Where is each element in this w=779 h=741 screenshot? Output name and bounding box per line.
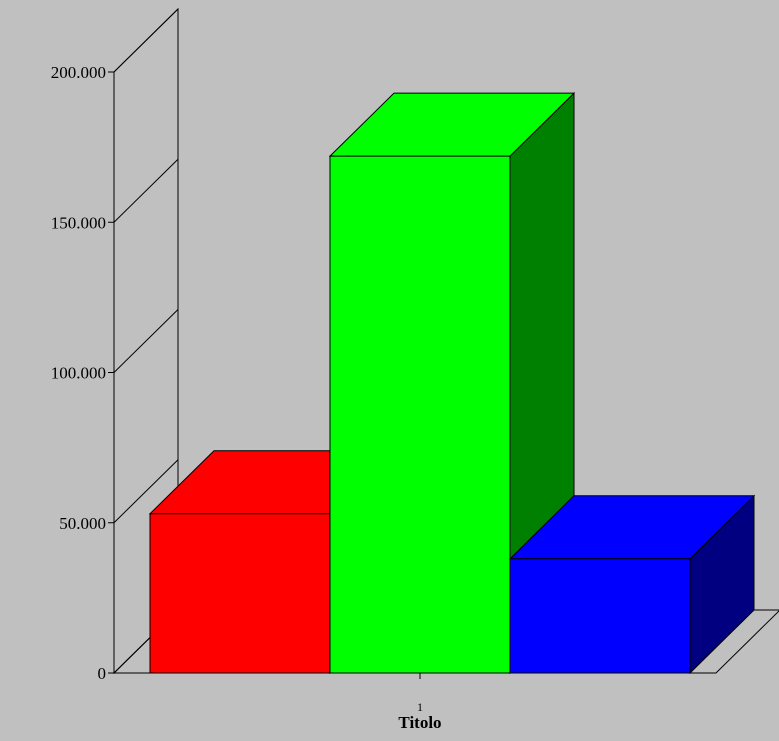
bar-front xyxy=(149,513,331,674)
bar xyxy=(508,494,756,675)
y-tick-label: 50.000 xyxy=(59,514,106,533)
bar-front xyxy=(329,155,511,674)
y-tick-label: 200.000 xyxy=(51,63,106,82)
y-axis: 0 50.000 100.000 150.000 200.000 xyxy=(51,8,179,683)
bar-front xyxy=(509,558,691,674)
y-grid-diagonal xyxy=(113,309,179,373)
y-tick-label: 150.000 xyxy=(51,213,106,232)
y-grid-diagonal xyxy=(113,8,179,73)
x-axis: Titolo 1 xyxy=(114,672,716,732)
y-grid-diagonal xyxy=(113,459,179,524)
x-axis-label: Titolo xyxy=(398,713,441,732)
y-tick-label: 0 xyxy=(98,664,107,683)
x-tick-label: 1 xyxy=(417,700,423,714)
y-grid-diagonal xyxy=(113,158,179,223)
y-tick-label: 100.000 xyxy=(51,364,106,383)
bars xyxy=(148,91,756,675)
